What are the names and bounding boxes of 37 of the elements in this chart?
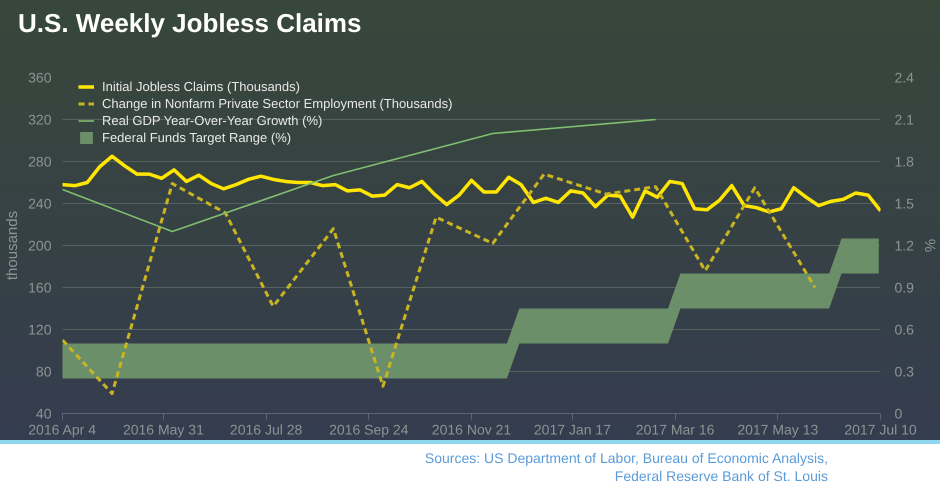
y2-tick-label: 2.1 — [894, 112, 914, 128]
y-tick-label: 80 — [36, 364, 52, 380]
y-tick-label: 200 — [28, 238, 52, 254]
legend-label: Change in Nonfarm Private Sector Employment (Thousands) — [102, 96, 452, 111]
y-tick-label: 40 — [36, 406, 52, 422]
x-tick-label: 2016 Jul 28 — [230, 422, 303, 438]
y2-tick-label: 0.9 — [894, 280, 914, 296]
y2-tick-label: 1.8 — [894, 154, 914, 170]
x-tick-label: 2017 Jan 17 — [534, 422, 612, 438]
legend-label: Initial Jobless Claims (Thousands) — [102, 79, 300, 94]
legend-label: Federal Funds Target Range (%) — [102, 130, 292, 145]
x-tick-label: 2016 Nov 21 — [432, 422, 512, 438]
y2-tick-label: 1.2 — [894, 238, 914, 254]
chart-title: U.S. Weekly Jobless Claims — [17, 7, 362, 40]
x-tick-label: 2017 May 13 — [737, 422, 818, 438]
y2-axis-title: % — [920, 238, 938, 252]
line-series — [62, 154, 880, 219]
x-tick-label: 2016 May 31 — [122, 422, 204, 438]
x-tick-label: 2016 Sep 24 — [329, 422, 409, 438]
y-tick-label: 360 — [28, 70, 52, 86]
y-axis-title: thousands — [4, 210, 22, 280]
x-tick-label: 2017 Mar 16 — [636, 422, 715, 438]
x-tick-label: 2017 Jul 10 — [844, 422, 917, 438]
y2-tick-label: 2.4 — [894, 70, 914, 86]
y-tick-label: 240 — [28, 196, 52, 212]
y-tick-label: 280 — [28, 154, 52, 170]
y2-tick-label: 0 — [894, 406, 902, 422]
source-note: Sources: US Department of Labor, Bureau of Economic Analysis, Federal Reserve Bank of St. Louis — [424, 449, 828, 485]
line-series — [62, 172, 816, 396]
y-tick-label: 320 — [28, 112, 52, 128]
y2-tick-label: 1.5 — [894, 196, 914, 212]
y-tick-label: 120 — [28, 322, 52, 338]
y2-tick-label: 0.3 — [894, 364, 914, 380]
x-tick-label: 2016 Apr 4 — [28, 422, 96, 438]
y2-tick-label: 0.6 — [894, 322, 914, 338]
y-tick-label: 160 — [28, 280, 52, 296]
legend-label: Real GDP Year-Over-Year Growth (%) — [102, 113, 322, 128]
